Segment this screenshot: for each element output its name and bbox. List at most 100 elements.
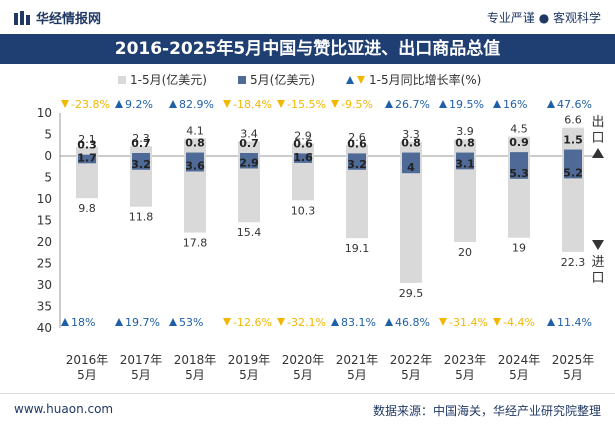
import-month-label: 4 (407, 161, 415, 174)
export-ytd-label: 4.5 (510, 123, 528, 136)
y-tick-label: 25 (37, 257, 52, 271)
y-tick-label: 30 (37, 278, 52, 292)
import-arrow-icon (592, 240, 604, 250)
x-tick-label: 2024年 (498, 353, 541, 367)
export-ytd-bar (130, 146, 152, 156)
logo-icon (14, 10, 30, 25)
export-growth-label: -9.5% (341, 98, 373, 111)
export-ytd-bar (562, 127, 584, 156)
x-tick-label: 5月 (455, 368, 475, 382)
import-ytd-bar (562, 156, 584, 252)
export-month-bar (78, 154, 96, 156)
export-growth-label: 16% (503, 98, 527, 111)
export-month-label: 0.8 (455, 137, 475, 150)
export-ytd-label: 6.6 (564, 114, 582, 127)
export-growth-label: -23.8% (71, 98, 110, 111)
import-month-label: 5.2 (563, 166, 583, 179)
import-month-bar (186, 156, 204, 172)
export-month-label: 0.7 (239, 137, 259, 150)
import-growth-label: 46.8% (395, 316, 430, 329)
import-growth-down-icon (223, 318, 231, 326)
title-bar (0, 34, 615, 64)
x-axis-labels: 2016年5月2017年5月2018年5月2019年5月2020年5月2021年… (66, 353, 595, 382)
import-month-bar (456, 156, 474, 170)
export-side-label: 口 (591, 131, 604, 146)
footer-source: 数据来源：中国海关，华经产业研究院整理 (372, 404, 601, 418)
import-ytd-label: 11.8 (129, 211, 154, 224)
y-tick-label: 10 (37, 106, 52, 120)
export-growth-down-icon (223, 100, 231, 108)
import-month-bar (402, 156, 420, 174)
export-ytd-label: 2.9 (294, 130, 312, 143)
y-tick-label: 0 (44, 149, 52, 163)
export-growth-down-icon (331, 100, 339, 108)
import-growth-up-icon (385, 318, 393, 326)
export-month-label: 1.5 (563, 134, 583, 147)
export-ytd-label: 4.1 (186, 124, 204, 137)
export-ytd-label: 2.6 (348, 131, 366, 144)
import-growth-label: -12.6% (233, 316, 272, 329)
import-month-bar (510, 156, 528, 179)
import-growth-up-icon (547, 318, 555, 326)
export-ytd-bar (238, 141, 260, 156)
import-month-label: 2.9 (239, 156, 259, 169)
x-tick-label: 2020年 (282, 353, 325, 367)
x-tick-label: 2018年 (174, 353, 217, 367)
import-month-bar (348, 156, 366, 170)
import-growth-down-icon (493, 318, 501, 326)
import-ytd-label: 29.5 (399, 287, 424, 300)
y-tick-label: 40 (37, 321, 52, 335)
export-month-bar (510, 152, 528, 156)
x-tick-label: 2022年 (390, 353, 433, 367)
import-month-bar (564, 156, 582, 179)
brand-name: 华经情报网 (36, 12, 102, 27)
x-tick-label: 2023年 (444, 353, 487, 367)
export-ytd-bar (454, 139, 476, 156)
export-month-bar (456, 152, 474, 156)
import-growth-label: 53% (179, 316, 203, 329)
import-month-label: 1.6 (293, 151, 313, 164)
import-ytd-bar (184, 156, 206, 233)
import-month-label: 3.2 (131, 158, 151, 171)
export-growth-label: 26.7% (395, 98, 430, 111)
x-tick-label: 2025年 (552, 353, 595, 367)
chart-title: 2016-2025年5月中国与赞比亚进、出口商品总值 (114, 39, 501, 59)
export-growth-label: -18.4% (233, 98, 272, 111)
export-growth-label: 47.6% (557, 98, 592, 111)
bars-layer (76, 127, 584, 283)
import-month-label: 3.6 (185, 159, 205, 172)
export-month-label: 0.8 (185, 137, 205, 150)
import-growth-label: 18% (71, 316, 95, 329)
import-growth-label: -31.4% (449, 316, 488, 329)
import-ytd-bar (292, 156, 314, 201)
export-growth-down-icon (61, 100, 69, 108)
import-side-label: 进 (591, 255, 604, 270)
tagline: 专业严谨 ● 客观科学 (486, 11, 601, 25)
import-ytd-bar (238, 156, 260, 223)
import-ytd-label: 22.3 (561, 256, 586, 269)
export-month-bar (240, 152, 258, 156)
import-ytd-label: 17.8 (183, 237, 208, 250)
export-ytd-bar (346, 144, 368, 156)
import-growth-up-icon (331, 318, 339, 326)
import-ytd-bar (400, 156, 422, 283)
export-ytd-bar (76, 146, 98, 156)
export-ytd-label: 2.1 (78, 133, 96, 146)
export-growth-up-icon (385, 100, 393, 108)
import-month-bar (78, 156, 96, 164)
x-tick-label: 2017年 (120, 353, 163, 367)
import-ytd-label: 19.1 (345, 242, 370, 255)
export-month-bar (402, 152, 420, 156)
import-month-bar (240, 156, 258, 169)
import-month-label: 3.2 (347, 158, 367, 171)
export-month-label: 0.6 (293, 137, 313, 150)
x-tick-label: 5月 (563, 368, 583, 382)
import-month-label: 5.3 (509, 167, 529, 180)
export-month-bar (348, 153, 366, 156)
top-bar: 华经情报网 专业严谨 ● 客观科学 (0, 0, 615, 34)
import-ytd-label: 15.4 (237, 226, 262, 239)
export-month-label: 0.6 (347, 137, 367, 150)
import-growth-label: -4.4% (503, 316, 535, 329)
x-tick-label: 5月 (239, 368, 259, 382)
export-ytd-bar (292, 143, 314, 156)
